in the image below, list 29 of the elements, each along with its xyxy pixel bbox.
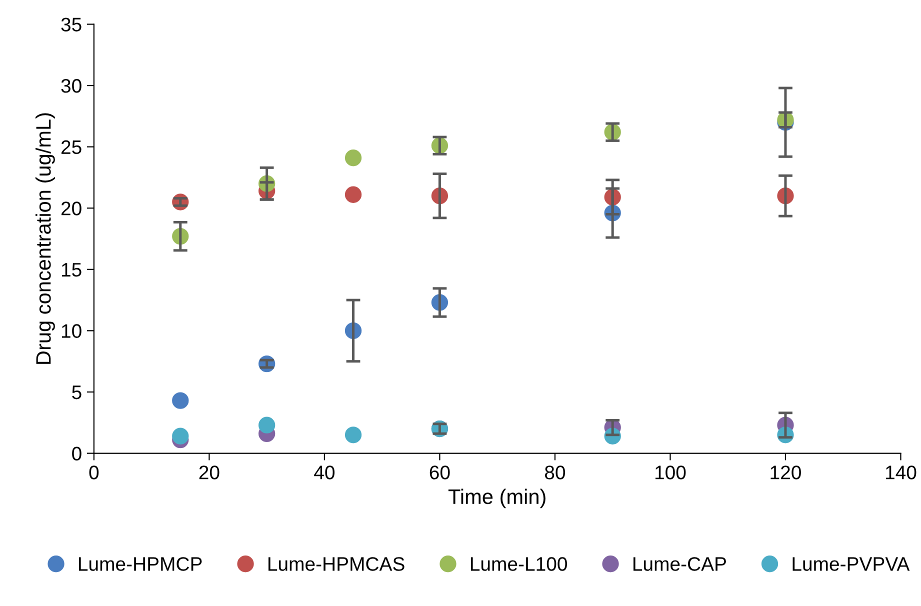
x-tick-label: 100: [655, 466, 686, 480]
y-tick-label: 0: [72, 446, 82, 461]
y-tick-label: 35: [61, 18, 82, 32]
legend-label: Lume-HPMCP: [79, 557, 202, 571]
point: [258, 416, 276, 434]
y-tick-label: 5: [72, 386, 82, 400]
x-axis-title: Time (min): [448, 488, 546, 508]
point: [344, 186, 362, 203]
y-tick-label: 15: [62, 263, 82, 277]
x-tick-label: 80: [545, 466, 566, 480]
x-tick-label: 120: [770, 466, 801, 480]
point: [344, 426, 362, 444]
point: [172, 392, 189, 409]
legend-label: Lume-L100: [470, 557, 567, 571]
x-tick-label: 0: [89, 466, 99, 480]
y-tick-label: 20: [61, 202, 82, 216]
y-tick-label: 30: [61, 79, 82, 93]
x-tick-label: 40: [314, 466, 335, 480]
legend-label: Lume-HPMCAS: [268, 557, 404, 571]
point: [344, 150, 362, 166]
x-tick-label: 140: [886, 466, 916, 480]
y-tick-label: 25: [61, 140, 82, 154]
y-tick-label: 10: [62, 324, 82, 338]
x-tick-label: 60: [430, 466, 450, 480]
x-tick-label: 20: [199, 466, 220, 480]
point: [172, 428, 189, 444]
y-axis-title: Drug concentration (ug/mL): [36, 113, 55, 364]
legend-label: Lume-PVPVA: [792, 557, 910, 571]
legend-label: Lume-CAP: [634, 557, 726, 571]
